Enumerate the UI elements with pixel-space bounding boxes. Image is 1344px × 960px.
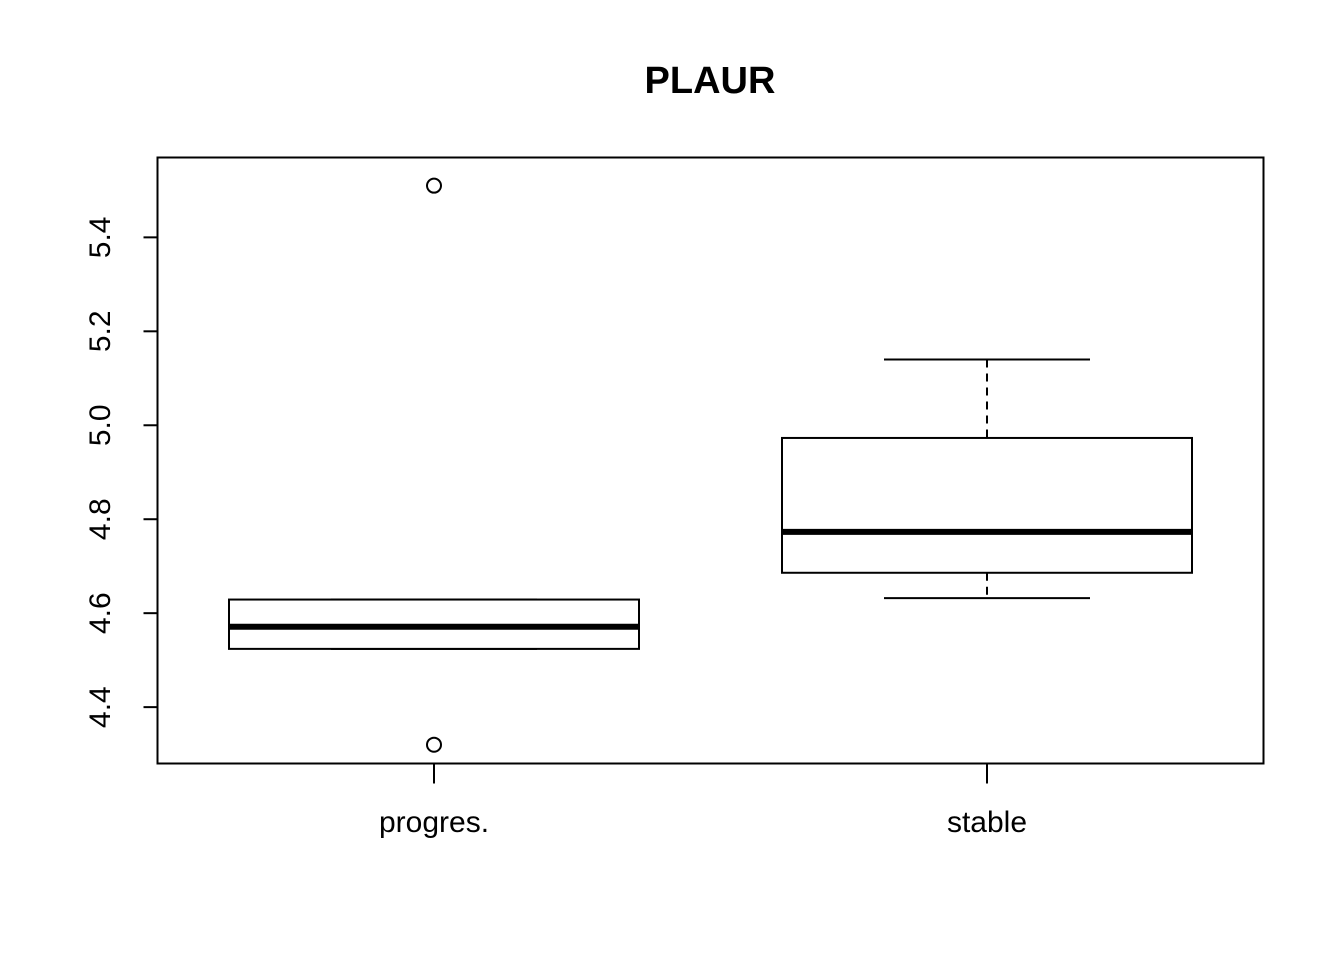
chart-title: PLAUR: [645, 60, 776, 102]
box-group-stable: [781, 358, 1193, 600]
outlier-point: [426, 177, 442, 194]
y-tick-label: 4.6: [84, 592, 117, 634]
y-tick-label: 4.8: [84, 498, 117, 540]
y-tick-label: 4.4: [84, 686, 117, 728]
y-axis: 4.4 4.6 4.8 5.0 5.2 5.4: [84, 217, 159, 728]
y-tick-label: 5.4: [84, 217, 117, 259]
iqr-box: [781, 436, 1193, 574]
y-tick-label: 5.2: [84, 310, 117, 352]
boxes: [228, 177, 1193, 753]
outlier-point: [426, 736, 442, 753]
x-tick-label: progres.: [379, 806, 489, 839]
y-tick-label: 5.0: [84, 404, 117, 446]
box-group-progres: [228, 177, 640, 753]
x-axis: progres. stable: [379, 763, 1027, 839]
x-tick-label: stable: [947, 806, 1027, 839]
